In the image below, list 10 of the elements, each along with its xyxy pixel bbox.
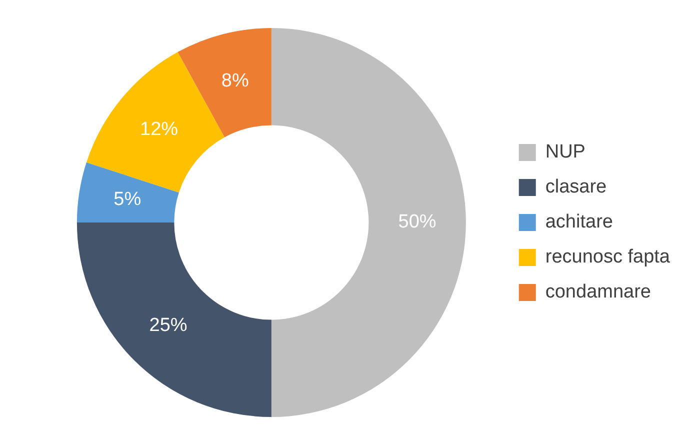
data-label: 25% bbox=[149, 314, 188, 336]
legend-label: clasare bbox=[545, 176, 607, 198]
data-label: 8% bbox=[221, 70, 249, 92]
legend-label: recunosc fapta bbox=[545, 246, 670, 268]
legend-label: condamnare bbox=[545, 282, 651, 303]
data-label: 12% bbox=[140, 118, 178, 140]
legend-label: achitare bbox=[545, 212, 613, 233]
data-label: 50% bbox=[398, 212, 436, 233]
data-label: 5% bbox=[114, 188, 142, 210]
legend-label: NUP bbox=[545, 142, 586, 163]
